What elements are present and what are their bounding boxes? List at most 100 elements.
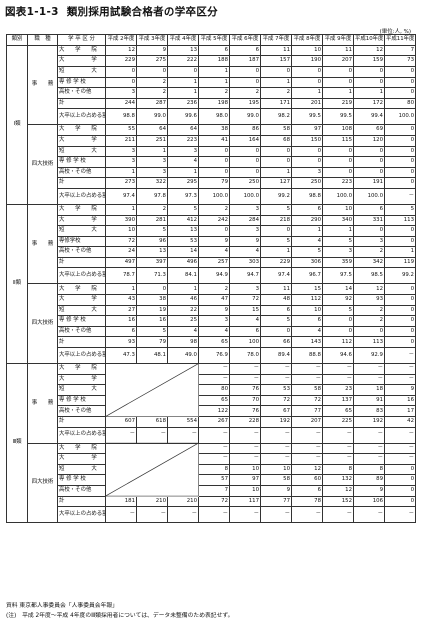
value-cell: 0 [291,156,323,168]
value-cell: 6 [198,44,230,57]
value-cell: 0 [384,145,416,158]
value-cell: 12 [353,44,385,57]
value-cell: 225 [322,416,354,428]
table-row: 大 学－－－－－－－ [7,373,416,386]
table-row: Ⅰ類事 務大 学 院 12 9 13 6 6 11 10 11 12 7 [6,44,416,205]
value-cell: 99.2 [384,267,416,285]
value-cell: 2 [198,87,230,99]
value-cell: － [198,442,230,455]
value-cell [137,374,168,385]
value-cell: 1 [167,166,199,179]
value-cell: 171 [260,97,292,110]
value-cell: 210 [167,495,199,508]
value-cell: 0 [229,145,261,158]
value-cell: 0 [384,283,416,296]
value-cell: 13 [167,44,199,57]
education-label: 大 学 院 [57,442,106,455]
value-cell: 97 [229,474,261,486]
value-cell: 10 [291,304,323,317]
value-cell: 58 [291,384,323,396]
value-cell [106,385,137,396]
value-cell: 412 [167,214,199,227]
value-cell: － [353,453,385,465]
value-cell: 53 [260,384,292,396]
value-cell: 275 [136,55,168,67]
value-cell: 11 [322,44,354,57]
value-cell [137,364,168,375]
table-row: Ⅱ類事 務大 学 院 1 2 5 2 3 5 6 10 6 5 [6,203,416,365]
value-cell: 0 [229,156,261,168]
education-label: 大 学 院 [57,363,106,375]
value-cell: 97 [291,124,323,136]
value-cell: 229 [105,55,137,67]
value-cell: － [291,506,323,524]
education-label: 専 修 学 校 [57,156,106,168]
value-cell: 250 [229,177,261,189]
value-cell: 1 [260,166,292,179]
value-cell: 18 [353,384,385,396]
value-cell: 2 [353,246,385,258]
value-cell: 112 [322,336,354,349]
table-row: 専 修 学 校 65 70 72 72 137 91 16 [7,394,416,407]
value-cell: 223 [167,134,199,147]
value-cell: 12 [291,463,323,476]
value-cell: － [322,506,354,524]
job-type-label: 事 務 [27,44,58,126]
value-cell: 7 [384,44,416,57]
value-cell: 210 [136,495,168,508]
table-row: 高校・その他 122 76 67 77 65 83 17 [7,405,416,417]
value-cell: 68 [260,134,292,147]
table-row: 大 学－－－－－－－ [7,453,416,465]
value-cell: 0 [384,76,416,89]
value-cell: 5 [322,235,354,248]
value-cell: 69 [353,124,385,136]
value-cell: 157 [260,55,292,67]
value-cell: 1 [105,283,137,296]
value-cell: 0 [353,225,385,237]
value-cell: 0 [353,156,385,168]
value-cell: 281 [136,214,168,227]
header-type: 職 種 [27,34,58,46]
value-cell: 88.8 [291,347,323,365]
value-cell: 295 [167,177,199,189]
value-cell: 70 [229,394,261,407]
value-cell: － [136,506,168,524]
value-cell: 0 [353,66,385,78]
class-label: Ⅱ類 [6,203,28,365]
value-cell: 9 [384,384,416,396]
value-cell: 5 [322,304,354,317]
value-cell: 229 [260,256,292,269]
value-cell: － [384,347,416,365]
value-cell: 78 [291,495,323,508]
value-cell: 607 [105,416,137,428]
value-cell [106,395,137,406]
value-cell: 0 [384,235,416,248]
job-type-label: 四大技術 [27,124,58,205]
value-cell: 0 [260,145,292,158]
value-cell: 8 [353,463,385,476]
value-cell: 15 [291,283,323,296]
job-type-label: 四大技術 [27,283,58,365]
table-row: 高校・その他 3 2 1 2 2 2 1 1 1 0 [7,87,416,99]
value-cell: － [384,426,416,444]
value-cell: 5 [136,225,168,237]
education-label: 大卒以上の占める割合 [57,267,106,285]
header-class: 類別 [6,34,28,46]
value-cell: 257 [198,256,230,269]
education-label: 大 学 [57,214,106,227]
education-label: 高校・その他 [57,246,106,258]
value-cell: 92 [322,294,354,306]
value-cell: 99.5 [291,108,323,126]
education-label: 計 [57,177,106,189]
value-cell: 1 [167,87,199,99]
table-row: 四大技術大 学 院 1 0 1 2 3 11 15 14 12 0 [7,283,416,365]
value-cell: 0 [384,336,416,349]
header-year: 平成11年度 [384,34,416,46]
data-table: 類別 職 種 学 卒 区 分 平成 2年度 平成 3年度 平成 4年度 平成 5… [6,34,416,524]
value-cell: 342 [353,256,385,269]
value-cell: 47 [198,294,230,306]
value-cell: 1 [322,87,354,99]
value-cell [168,374,199,385]
education-label: 専修学校 [57,235,106,248]
value-cell: － [291,442,323,455]
